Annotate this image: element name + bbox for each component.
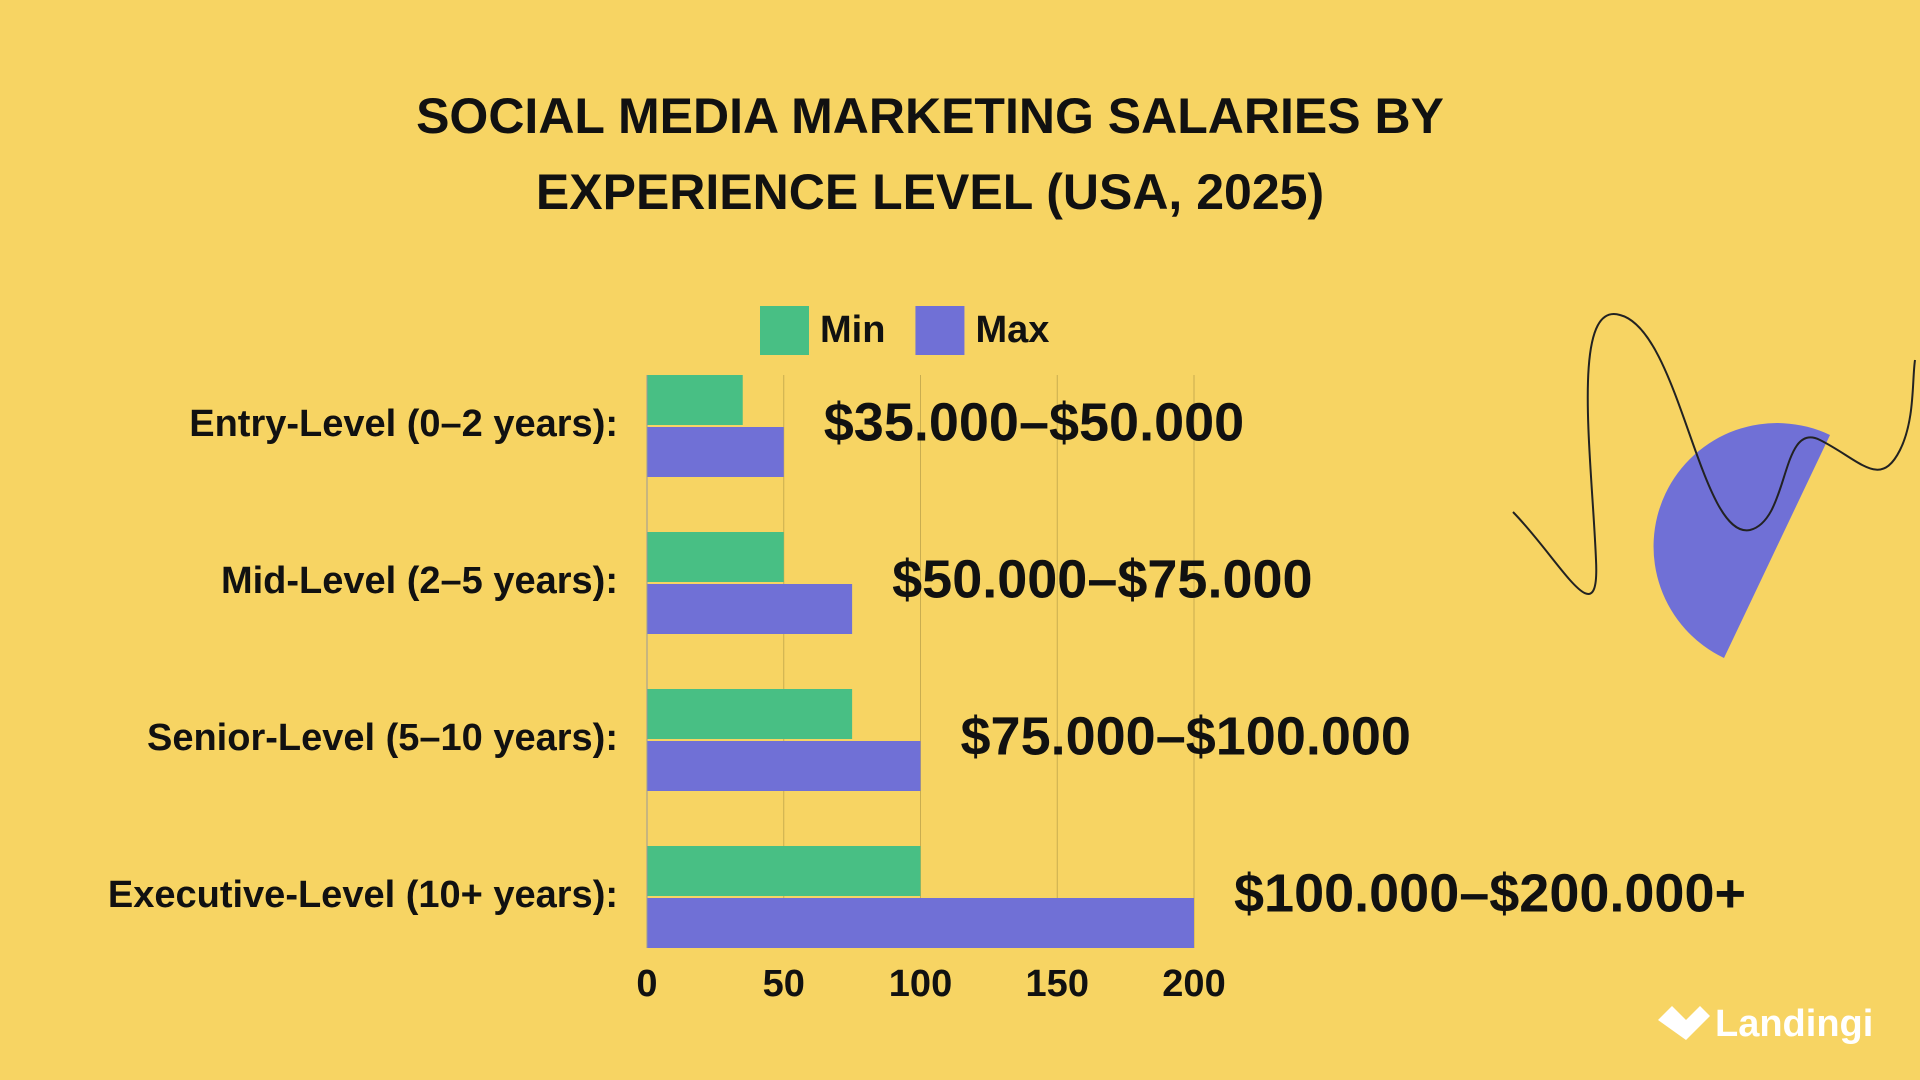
annotation: $35.000–$50.000 <box>824 392 1244 452</box>
y-tick-label: Entry-Level (0–2 years): <box>189 403 618 445</box>
annotation: $100.000–$200.000+ <box>1234 863 1746 923</box>
logo-icon <box>1658 1006 1710 1040</box>
legend-label: Min <box>820 309 885 351</box>
logo-text: Landingi <box>1715 1003 1873 1045</box>
bar <box>647 741 921 791</box>
x-tick-label: 50 <box>763 963 805 1005</box>
x-tick-label: 200 <box>1162 963 1225 1005</box>
bar <box>647 427 784 477</box>
bar <box>647 898 1194 948</box>
legend-label: Max <box>975 309 1049 351</box>
bar <box>647 584 853 634</box>
legend-swatch <box>915 306 965 355</box>
x-tick-label: 150 <box>1026 963 1089 1005</box>
annotation: $50.000–$75.000 <box>892 549 1312 609</box>
decor-line <box>1512 313 1916 595</box>
bar <box>647 846 921 896</box>
chart-title: SOCIAL MEDIA MARKETING SALARIES BY EXPER… <box>416 88 1444 220</box>
decor-shape <box>1653 423 1830 658</box>
x-tick-label: 100 <box>889 963 952 1005</box>
legend-swatch <box>760 306 809 355</box>
annotation: $75.000–$100.000 <box>961 706 1411 766</box>
brand-logo: Landingi <box>1658 1003 1873 1045</box>
bar <box>647 375 743 425</box>
bar <box>647 689 853 739</box>
decoration <box>1512 313 1916 658</box>
x-tick-label: 0 <box>636 963 657 1005</box>
y-tick-label: Mid-Level (2–5 years): <box>221 560 618 602</box>
y-tick-label: Executive-Level (10+ years): <box>108 874 618 916</box>
y-tick-label: Senior-Level (5–10 years): <box>147 717 618 759</box>
bar <box>647 532 784 582</box>
